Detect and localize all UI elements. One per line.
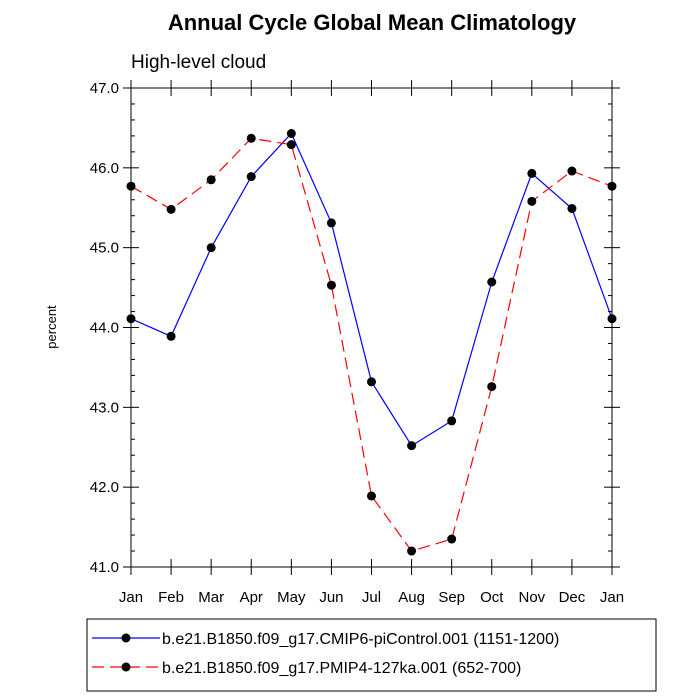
series-1-point	[567, 204, 577, 214]
x-tick-label: Dec	[559, 589, 586, 606]
series-2-point	[206, 175, 216, 185]
legend-marker-1	[121, 633, 131, 643]
y-tick-label: 41.0	[90, 559, 119, 576]
x-tick-label: Apr	[240, 589, 263, 606]
y-tick-label: 45.0	[90, 240, 119, 257]
x-tick-label: Jul	[362, 589, 381, 606]
series-1-point	[166, 331, 176, 341]
x-tick-label: Nov	[518, 589, 545, 606]
legend-marker-2	[121, 662, 131, 672]
series-2-point	[126, 181, 136, 191]
series-1-point	[126, 314, 136, 324]
x-axis: Jan Feb Mar Apr May Jun Jul Aug Sep Oct Nov Dec Jan	[119, 80, 624, 606]
x-tick-label: Aug	[398, 589, 425, 606]
series-1-point	[286, 129, 296, 139]
x-tick-label: Jan	[600, 589, 624, 606]
series-1-point	[246, 172, 256, 182]
series-2-point	[527, 196, 537, 206]
x-tick-label: Sep	[438, 589, 465, 606]
series-2-point	[607, 181, 617, 191]
series-1-point	[407, 441, 417, 451]
series-1-point	[367, 377, 376, 387]
series-1-point	[206, 243, 216, 253]
y-axis-label: percent	[44, 305, 59, 349]
legend-box	[86, 618, 657, 692]
series-layer	[126, 129, 617, 556]
series-line-1	[130, 132, 613, 447]
series-2-point	[447, 534, 457, 544]
chart-subtitle: High-level cloud	[131, 52, 266, 73]
series-2-point	[367, 491, 376, 501]
y-tick-label: 44.0	[90, 320, 119, 337]
legend-label-2: b.e21.B1850.f09_g17.PMIP4-127ka.001 (652…	[162, 660, 521, 677]
y-tick-label: 46.0	[90, 160, 119, 177]
x-tick-label: Jan	[119, 589, 143, 606]
series-1-point	[607, 314, 617, 324]
y-tick-label: 47.0	[90, 80, 119, 97]
series-2-point	[407, 546, 417, 556]
x-tick-label: May	[277, 589, 306, 606]
x-tick-label: Oct	[480, 589, 504, 606]
series-2-point	[246, 133, 256, 143]
y-axis: 41.0 42.0 43.0 44.0 45.0 46.0 47.0	[90, 80, 620, 576]
series-2-point	[567, 166, 577, 176]
y-tick-label: 42.0	[90, 479, 119, 496]
series-2-point	[487, 382, 497, 392]
x-tick-label: Mar	[198, 589, 224, 606]
legend: b.e21.B1850.f09_g17.CMIP6-piControl.001 …	[92, 631, 559, 677]
series-1-point	[326, 218, 336, 228]
series-2-point	[166, 204, 176, 214]
series-1-point	[447, 416, 457, 426]
legend-label-1: b.e21.B1850.f09_g17.CMIP6-piControl.001 …	[162, 631, 559, 648]
x-tick-label: Jun	[319, 589, 343, 606]
y-tick-label: 43.0	[90, 399, 119, 416]
series-1-point	[487, 277, 497, 287]
series-1-point	[527, 168, 537, 178]
chart-title: Annual Cycle Global Mean Climatology	[168, 10, 577, 35]
series-2-point	[326, 280, 336, 290]
x-tick-label: Feb	[158, 589, 184, 606]
series-line-2	[130, 137, 613, 552]
series-2-point	[286, 140, 296, 150]
